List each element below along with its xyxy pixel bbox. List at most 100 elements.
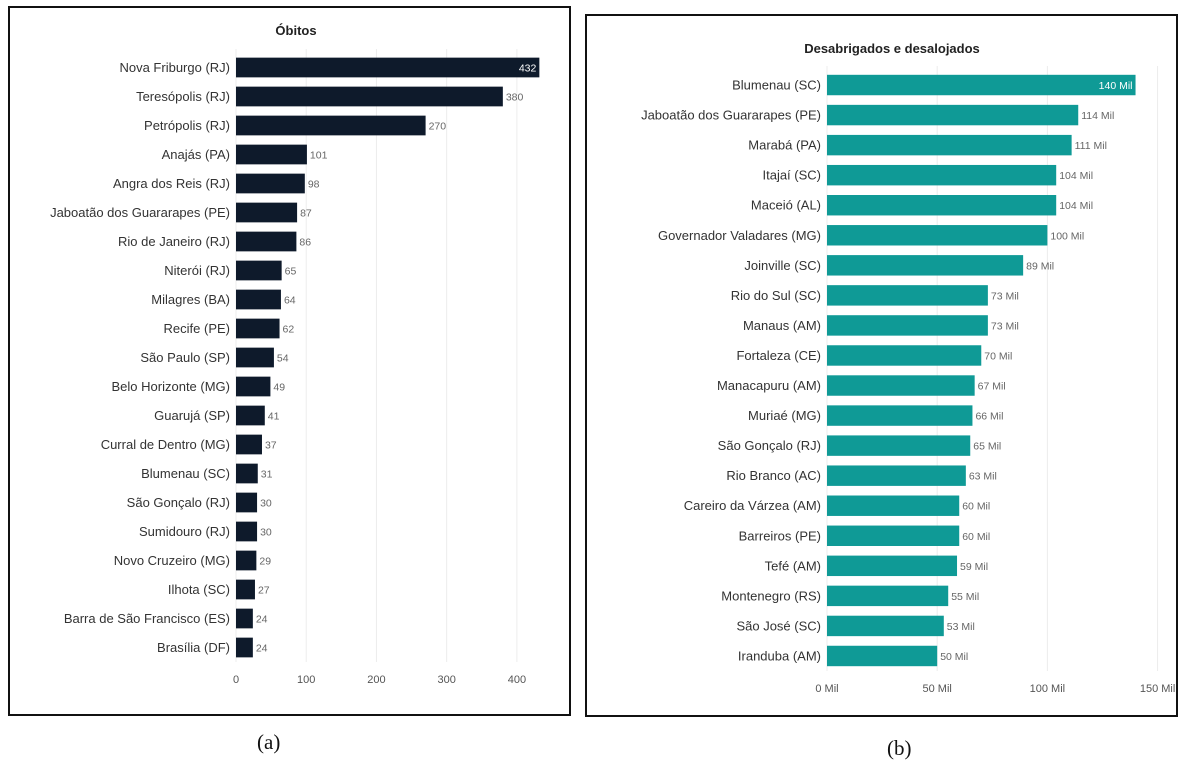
category-label: Rio do Sul (SC) [731,288,821,303]
data-label: 29 [259,556,271,568]
category-label: Itajaí (SC) [762,168,821,183]
bar [236,347,274,368]
category-label: São Gonçalo (RJ) [718,438,821,453]
data-label: 380 [506,92,524,104]
bar [827,255,1024,276]
data-label: 73 Mil [991,290,1019,302]
category-label: Rio Branco (AC) [726,468,821,483]
data-label: 101 [310,150,328,162]
data-label: 41 [268,411,280,423]
bar [236,231,297,252]
data-label: 24 [256,614,268,626]
x-tick-label: 50 Mil [923,683,952,695]
data-label: 140 Mil [1099,80,1133,92]
data-label: 86 [299,237,311,249]
deaths-chart-panel: Óbitos 0 100 200 300 400 Nova Friburgo (RJ) 432… [8,6,571,716]
data-label: 104 Mil [1059,170,1093,182]
bar [236,637,253,658]
category-label: Blumenau (SC) [141,466,230,481]
chart-title: Óbitos [275,23,316,38]
bar [236,405,265,426]
data-label: 64 [284,295,296,307]
bar [827,375,975,396]
data-label: 54 [277,353,289,365]
category-label: Manacapuru (AM) [717,378,821,393]
bar [827,645,938,667]
bar [236,202,298,223]
data-label: 65 Mil [973,441,1001,453]
x-tick-label: 150 Mil [1140,683,1175,695]
displaced-chart-panel: Desabrigados e desalojados 0 Mil 50 Mil 100… [585,14,1178,717]
category-label: Niterói (RJ) [164,263,230,278]
data-label: 24 [256,643,268,655]
data-label: 63 Mil [969,471,997,483]
data-label: 432 [519,63,537,75]
data-label: 104 Mil [1059,200,1093,212]
category-label: Ilhota (SC) [168,582,230,597]
data-label: 30 [260,498,272,510]
bar [236,144,307,165]
data-label: 89 Mil [1026,260,1054,272]
category-label: Muriaé (MG) [748,408,821,423]
category-label: Fortaleza (CE) [736,348,821,363]
data-label: 50 Mil [940,651,968,663]
bar [236,57,540,78]
data-label: 60 Mil [962,531,990,543]
x-tick-label: 0 [233,674,239,686]
category-label: Belo Horizonte (MG) [112,379,230,394]
data-label: 37 [265,440,277,452]
data-label: 59 Mil [960,561,988,573]
category-label: Jaboatão dos Guararapes (PE) [50,205,230,220]
category-label: Nova Friburgo (RJ) [119,60,230,75]
bar [827,104,1079,126]
caption-b: (b) [887,736,912,760]
bar [827,134,1072,156]
bar [827,164,1057,186]
category-label: São Paulo (SP) [140,350,230,365]
category-label: Angra dos Reis (RJ) [113,176,230,191]
data-label: 270 [429,121,447,133]
category-label: Petrópolis (RJ) [144,118,230,133]
category-label: Guarujá (SP) [154,408,230,423]
category-label: Tefé (AM) [765,558,821,573]
bar [827,405,973,426]
category-label: Blumenau (SC) [732,78,821,93]
bar [236,289,281,310]
category-label: Rio de Janeiro (RJ) [118,234,230,249]
bar [827,225,1048,246]
chart-title: Desabrigados e desalojados [804,41,980,56]
bar [827,285,988,306]
bar [827,345,982,366]
category-label: Iranduba (AM) [738,648,821,663]
bar [236,521,258,542]
category-label: Recife (PE) [164,321,230,336]
category-label: Milagres (BA) [151,292,230,307]
data-label: 30 [260,527,272,539]
x-tick-label: 400 [508,674,526,686]
bar [236,608,253,629]
bar [827,465,966,486]
category-label: Teresópolis (RJ) [136,89,230,104]
data-label: 87 [300,208,312,220]
bar [236,86,503,107]
bar [827,435,971,456]
x-tick-label: 200 [367,674,385,686]
data-label: 67 Mil [978,381,1006,393]
data-label: 73 Mil [991,320,1019,332]
data-label: 60 Mil [962,501,990,513]
data-label: 65 [285,266,297,278]
data-label: 111 Mil [1075,140,1107,152]
category-label: Maceió (AL) [751,198,821,213]
bar [236,579,255,600]
bar [236,434,262,455]
bar [236,550,257,571]
x-tick-label: 0 Mil [815,683,838,695]
caption-a: (a) [257,730,281,754]
data-label: 98 [308,179,320,191]
category-label: Barreiros (PE) [739,528,821,543]
bar [827,495,960,516]
x-tick-label: 300 [437,674,455,686]
category-label: Anajás (PA) [162,147,230,162]
data-label: 27 [258,585,270,597]
bar [827,195,1057,216]
